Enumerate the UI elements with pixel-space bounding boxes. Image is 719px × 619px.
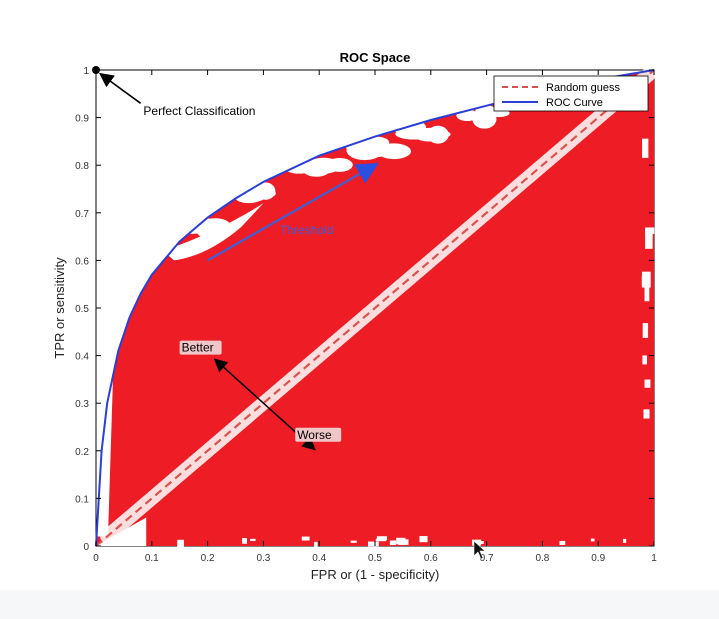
x-tick-label: 0.3 xyxy=(256,553,270,564)
speckle xyxy=(472,109,497,129)
speckle xyxy=(398,539,409,545)
speckle xyxy=(356,146,373,159)
speckle xyxy=(301,536,310,541)
y-axis-label: TPR or sensitivity xyxy=(52,257,67,359)
speckle xyxy=(414,129,451,140)
bottom-left-white-wedge xyxy=(96,517,147,546)
mouse-cursor-icon xyxy=(473,540,486,560)
perfect-classification-dot xyxy=(92,66,100,74)
y-tick-label: 0.4 xyxy=(75,352,89,363)
y-tick-label: 0.7 xyxy=(75,209,89,220)
speckle xyxy=(475,541,484,544)
random-guess-line xyxy=(95,69,655,547)
speckle xyxy=(644,285,650,302)
speckle xyxy=(419,536,428,543)
speckle xyxy=(644,379,651,388)
legend-label-random: Random guess xyxy=(546,82,620,94)
x-tick-label: 0.2 xyxy=(201,553,215,564)
y-axis-ticks: 0 0.1 0.2 0.3 0.4 0.5 0.6 0.7 0.8 0.9 1 xyxy=(75,66,654,553)
speckle xyxy=(641,275,648,287)
threshold-label: Threshold xyxy=(280,223,333,237)
y-tick-label: 0.1 xyxy=(75,494,89,505)
worse-label-bg xyxy=(295,427,342,442)
legend-box xyxy=(493,75,649,112)
x-tick-label: 0.5 xyxy=(368,553,382,564)
y-tick-label: 0.2 xyxy=(75,447,89,458)
x-axis-ticks: 0 0.1 0.2 0.3 0.4 0.5 0.6 0.7 0.8 0.9 1 xyxy=(93,70,657,564)
speckle xyxy=(389,540,397,546)
y-tick-label: 0.3 xyxy=(75,399,89,410)
speckle xyxy=(326,157,353,172)
y-tick-label: 0.9 xyxy=(75,114,89,125)
speckle xyxy=(375,538,387,542)
perfect-classification-arrow xyxy=(98,72,142,104)
speckle xyxy=(242,538,247,544)
speckle xyxy=(177,539,184,547)
x-tick-label: 0 xyxy=(93,553,99,564)
x-tick-label: 0.1 xyxy=(145,553,159,564)
chart-title: ROC Space xyxy=(340,50,411,65)
speckle xyxy=(350,540,357,543)
speckle xyxy=(291,159,326,169)
bottom-band xyxy=(0,590,719,619)
x-tick-label: 0.8 xyxy=(535,553,549,564)
y-tick-label: 0.5 xyxy=(75,304,89,315)
better-label: Better xyxy=(182,341,214,355)
speckle xyxy=(250,538,256,541)
speckle xyxy=(173,214,213,234)
speckle xyxy=(642,323,649,338)
threshold-arrow xyxy=(207,163,379,262)
y-tick-label: 0 xyxy=(83,542,89,553)
y-tick-label: 1 xyxy=(83,66,89,77)
speckle xyxy=(642,138,649,158)
speckle xyxy=(643,409,650,419)
worse-label: Worse xyxy=(297,428,332,442)
speckle xyxy=(559,540,566,546)
x-tick-label: 0.9 xyxy=(591,553,605,564)
legend: Random guess ROC Curve xyxy=(493,75,649,112)
x-tick-label: 0.7 xyxy=(480,553,494,564)
y-tick-label: 0.6 xyxy=(75,256,89,267)
x-axis-label: FPR or (1 - specificity) xyxy=(311,567,440,582)
speckle xyxy=(376,536,387,541)
better-label-bg xyxy=(179,340,222,355)
speckle xyxy=(238,191,266,203)
y-tick-label: 0.8 xyxy=(75,161,89,172)
x-tick-label: 0.6 xyxy=(424,553,438,564)
speckle xyxy=(367,541,379,547)
speckle xyxy=(314,541,318,548)
speckle xyxy=(642,355,647,365)
speckle xyxy=(622,538,627,543)
speckle xyxy=(407,122,425,131)
speckle xyxy=(645,229,653,249)
speckle xyxy=(369,137,388,157)
legend-label-roc: ROC Curve xyxy=(546,97,603,109)
x-tick-label: 0.4 xyxy=(312,553,326,564)
perfect-classification-label: Perfect Classification xyxy=(143,104,255,118)
speckle xyxy=(590,538,595,542)
x-tick-label: 1 xyxy=(651,553,657,564)
white-patch xyxy=(162,203,264,261)
